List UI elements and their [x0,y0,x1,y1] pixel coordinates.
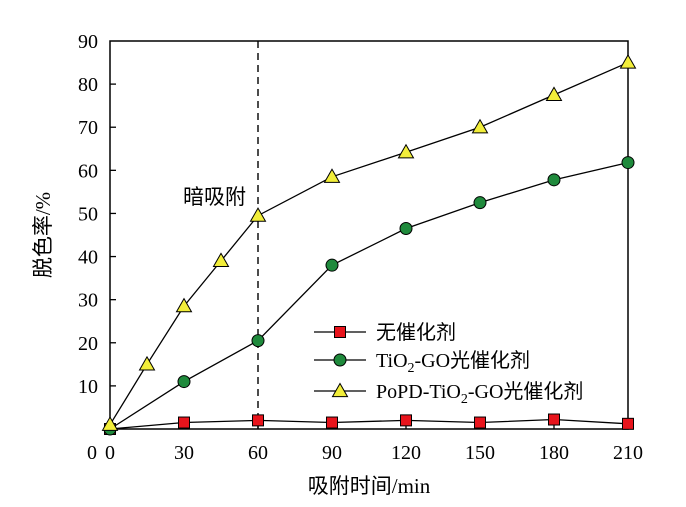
legend-marker [334,326,346,338]
legend-label-subscript: 2 [461,392,468,407]
y-tick-label: 60 [78,160,98,182]
dark-adsorption-annotation: 暗吸附 [183,185,246,209]
data-point [473,196,487,210]
legend-marker [331,382,349,398]
data-point [101,416,119,431]
legend-label: 无催化剂 [376,321,456,344]
data-point [138,355,156,371]
plot-frame [109,40,629,430]
x-axis-label: 吸附时间/min [308,474,431,498]
x-tick-label: 180 [539,442,569,464]
data-point [621,156,635,170]
data-point [471,118,489,134]
series-line [109,418,629,430]
data-point [400,414,412,427]
x-tick-label: 150 [465,442,495,464]
legend-label-subscript: 2 [408,361,415,376]
data-point [399,222,413,236]
data-point [212,252,230,267]
x-tick-label: 30 [174,442,194,464]
y-tick-label: 50 [78,203,98,225]
legend-item: TiO2-GO光催化剂 [314,349,530,376]
legend-item: PoPD-TiO2-GO光催化剂 [314,380,583,407]
data-point [622,417,634,430]
y-tick-label: 40 [78,247,98,269]
data-point [326,416,338,429]
axes-layer: 0 30 60 90 120 150 180 210 10 20 30 40 50 60 70 80 90 0 [78,31,643,464]
legend-label-part: -GO光催化剂 [415,349,531,372]
y-axis-label: 脱色率/% [31,192,55,278]
x-tick-label: 120 [391,442,421,464]
legend-label: TiO2-GO光催化剂 [376,349,530,376]
y-origin-label: 0 [87,442,97,464]
series-2 [101,54,637,431]
y-tick-label: 80 [78,74,98,96]
y-tick-label: 10 [78,376,98,398]
data-point [545,86,563,102]
series-line [109,161,629,430]
data-point [178,416,190,429]
data-point [474,416,486,429]
x-tick-label: 210 [613,442,643,464]
legend-label: PoPD-TiO2-GO光催化剂 [376,380,583,407]
series-layer [101,54,637,436]
legend-marker [333,353,347,367]
x-tick-label: 0 [105,442,115,464]
data-point [323,168,341,183]
y-tick-label: 30 [78,290,98,312]
series-1 [103,156,635,436]
series-0 [104,413,634,435]
data-point [252,414,264,427]
legend-label-part: -GO光催化剂 [468,380,584,403]
legend-item: 无催化剂 [314,321,456,344]
data-point [175,297,193,313]
data-point [251,334,265,348]
legend-label-part: 无催化剂 [376,321,456,344]
data-point [249,207,267,222]
y-tick-label: 20 [78,333,98,355]
data-point [547,173,561,187]
data-point [177,375,191,389]
x-tick-label: 90 [322,442,342,464]
series-line [109,61,629,426]
x-tick-label: 60 [248,442,268,464]
data-point [548,413,560,426]
data-point [619,54,637,69]
legend-label-part: TiO [376,350,408,372]
data-point [325,258,339,272]
legend-label-part: PoPD-TiO [376,381,461,403]
data-point [397,143,415,159]
y-tick-label: 90 [78,31,98,53]
y-tick-label: 70 [78,117,98,139]
